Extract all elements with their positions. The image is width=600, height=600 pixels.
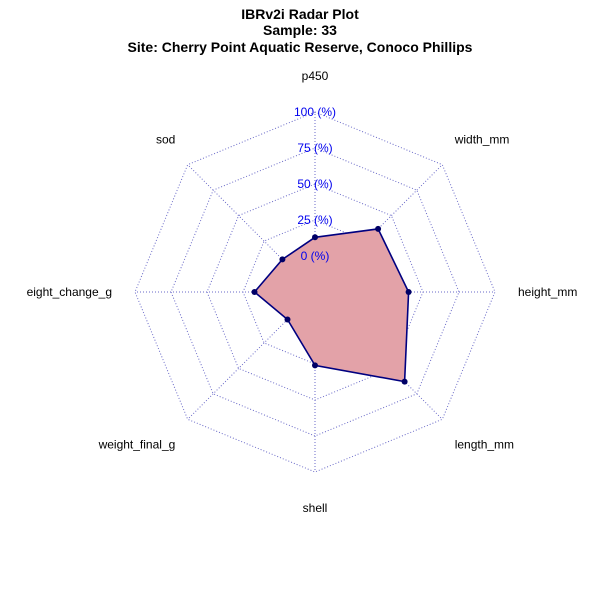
tick-label: 75 (%) [297, 141, 332, 155]
axis-label: width_mm [454, 132, 510, 146]
data-point [312, 362, 318, 369]
axis-label: weight_final_g [98, 438, 176, 452]
data-point [312, 234, 318, 241]
data-point [401, 378, 408, 385]
data-point [405, 289, 412, 295]
data-point [279, 256, 286, 263]
axis-label: length_mm [455, 438, 514, 452]
axis-label: eight_change_g [27, 285, 112, 299]
chart-title-line-1: IBRv2i Radar Plot [241, 6, 359, 22]
data-point [375, 225, 382, 232]
tick-label: 100 (%) [294, 105, 336, 119]
axis-label: height_mm [518, 285, 577, 299]
tick-label: 50 (%) [297, 177, 332, 191]
tick-label: 0 (%) [301, 249, 330, 263]
radar-tick-labels: 0 (%) 25 (%) 50 (%) 75 (%) 100 (%) [294, 105, 336, 263]
chart-title-line-2: Sample: 33 [263, 22, 337, 38]
tick-label: 25 (%) [297, 213, 332, 227]
grid-ring [134, 111, 496, 473]
radar-grid [134, 111, 496, 473]
axis-label: p450 [302, 69, 329, 83]
data-point [284, 316, 291, 323]
chart-title-line-3: Site: Cherry Point Aquatic Reserve, Cono… [128, 39, 473, 55]
axis-label: shell [303, 501, 328, 515]
axis-label: sod [156, 132, 175, 146]
data-point [251, 289, 258, 295]
grid-spoke [187, 317, 290, 420]
radar-series [251, 225, 412, 385]
series-area [253, 228, 410, 383]
